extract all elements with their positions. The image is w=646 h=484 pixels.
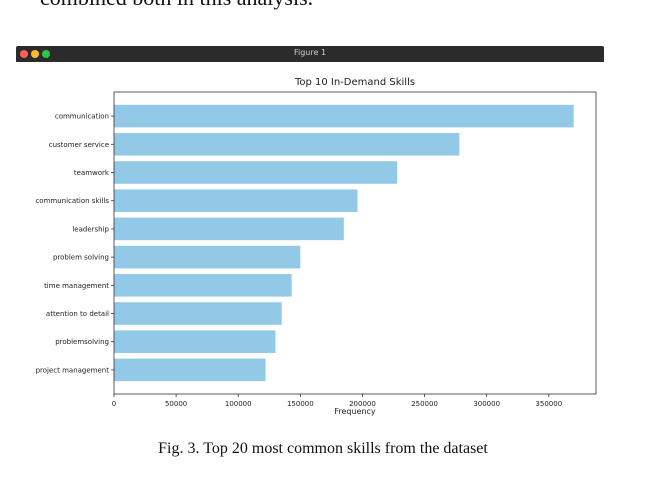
x-tick-label: 150000 <box>287 400 314 408</box>
y-tick-label: leadership <box>72 225 109 233</box>
y-tick-label: project management <box>36 366 110 374</box>
bar-problem-solving <box>114 245 301 269</box>
bar-communication-skills <box>114 189 358 212</box>
chart-title: Top 10 In-Demand Skills <box>294 77 415 88</box>
x-tick-label: 300000 <box>473 400 500 408</box>
x-axis-label: Frequency <box>334 407 376 416</box>
close-icon[interactable] <box>20 50 28 58</box>
y-tick-label: communication <box>55 113 109 121</box>
figure-caption: Fig. 3. Top 20 most common skills from t… <box>158 440 488 457</box>
bar-chart: Top 10 In-Demand Skills communication cus… <box>35 77 597 416</box>
y-tick-label: problemsolving <box>55 338 109 346</box>
bar-project-management <box>114 358 266 382</box>
x-tick-label: 50000 <box>165 400 187 408</box>
bar-teamwork <box>114 161 398 184</box>
minimize-icon[interactable] <box>31 50 39 58</box>
bar-time-management <box>114 274 292 297</box>
y-tick-label: problem solving <box>53 254 109 262</box>
window-titlebar[interactable]: Figure 1 <box>16 46 604 62</box>
x-tick-label: 100000 <box>225 400 252 408</box>
y-tick-label: attention to detail <box>46 310 109 318</box>
bar-attention-to-detail <box>114 302 282 325</box>
window-title: Figure 1 <box>293 48 327 57</box>
y-tick-label: communication skills <box>35 197 109 205</box>
y-tick-label: time management <box>44 282 109 290</box>
bar-communication <box>114 104 574 128</box>
y-tick-label: teamwork <box>74 169 110 177</box>
bar-problemsolving <box>114 330 276 353</box>
figure-window: Figure 1 Top 10 In-Demand Skills communi… <box>16 46 604 420</box>
x-tick-label: 250000 <box>411 400 438 408</box>
x-tick-label: 350000 <box>535 400 562 408</box>
x-tick-label: 0 <box>112 400 116 408</box>
bar-customer-service <box>114 133 460 156</box>
zoom-icon[interactable] <box>42 50 50 58</box>
y-tick-label: customer service <box>49 141 109 149</box>
bar-leadership <box>114 217 344 241</box>
document-top-text: combined both in this analysis. <box>40 0 313 11</box>
plot-frame <box>113 91 597 395</box>
x-tick-label: 200000 <box>349 400 376 408</box>
